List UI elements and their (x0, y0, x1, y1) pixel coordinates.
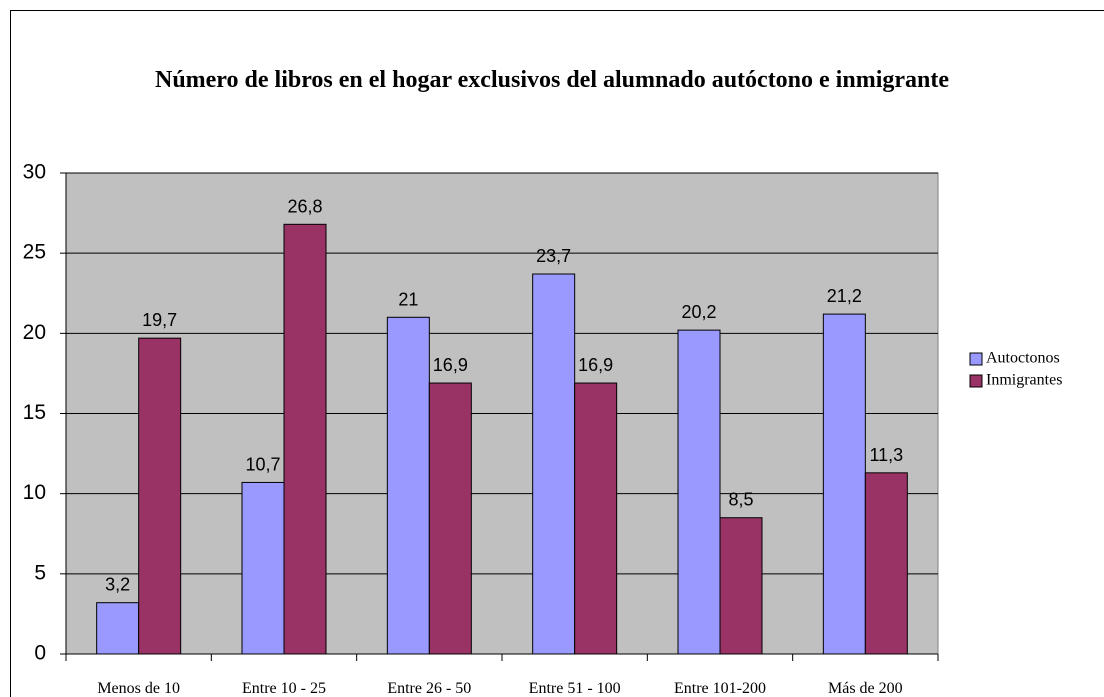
y-tick-label: 30 (23, 161, 46, 184)
value-label: 8,5 (728, 490, 753, 510)
bar (532, 273, 576, 655)
bar (822, 313, 866, 655)
y-tick-label: 25 (23, 241, 46, 264)
y-tick-label: 15 (23, 401, 46, 424)
y-tick-label: 10 (23, 481, 46, 504)
y-tick-label: 0 (34, 642, 46, 665)
bar (719, 517, 763, 655)
legend-swatch (969, 374, 983, 388)
bar (138, 337, 182, 655)
bar (428, 382, 472, 655)
y-tick-label: 5 (34, 561, 46, 584)
x-tick-label: Entre 101-200 (674, 680, 766, 697)
x-tick-label: Más de 200 (828, 680, 903, 697)
value-label: 23,7 (536, 246, 571, 266)
value-label: 16,9 (433, 355, 468, 375)
x-tick-label: Entre 10 - 25 (242, 680, 326, 697)
chart-title: Número de libros en el hogar exclusivos … (154, 67, 949, 93)
value-label: 19,7 (142, 310, 177, 330)
x-tick-label: Entre 51 - 100 (529, 680, 621, 697)
value-label: 16,9 (578, 355, 613, 375)
bar (241, 481, 285, 655)
value-label: 26,8 (287, 196, 322, 216)
chart-frame (10, 10, 1104, 697)
value-label: 11,3 (869, 445, 903, 465)
bar (96, 602, 140, 655)
legend-label: Inmigrantes (986, 372, 1062, 389)
y-tick-label: 20 (23, 321, 46, 344)
legend-swatch (969, 352, 983, 366)
value-label: 21 (398, 289, 418, 309)
x-tick-label: Menos de 10 (97, 680, 180, 697)
x-tick-label: Entre 26 - 50 (387, 680, 471, 697)
bar (574, 382, 618, 655)
legend-label: Autoctonos (986, 350, 1060, 367)
bar (864, 472, 908, 655)
value-label: 20,2 (681, 302, 716, 322)
bar (283, 223, 327, 655)
bar (677, 329, 721, 655)
bar (386, 316, 430, 655)
value-label: 10,7 (245, 454, 280, 474)
value-label: 3,2 (105, 575, 130, 595)
value-label: 21,2 (827, 286, 862, 306)
